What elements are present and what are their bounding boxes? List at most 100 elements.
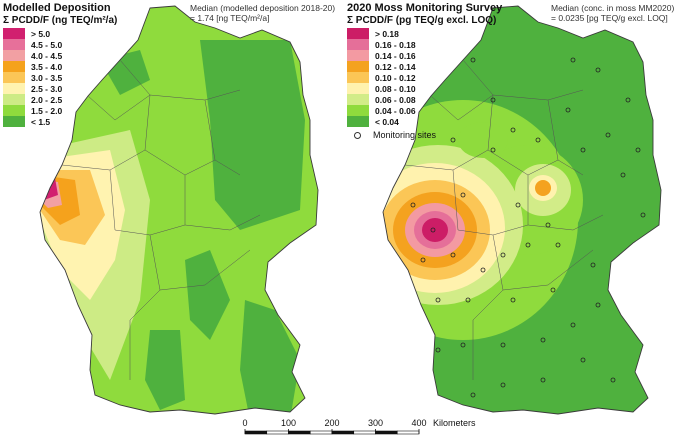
left-median-label: Median (modelled deposition 2018-20) = 1… <box>190 3 335 23</box>
scale-segment <box>288 430 311 435</box>
monitoring-site-marker <box>480 267 486 273</box>
left-legend-swatch <box>3 72 25 83</box>
right-legend-row: 0.08 - 0.10 <box>347 83 416 94</box>
left-legend-row: < 1.5 <box>3 116 62 127</box>
monitoring-site-marker <box>450 137 456 143</box>
monitoring-site-marker <box>635 147 641 153</box>
right-median-line1: Median (conc. in moss MM2020) <box>551 3 675 13</box>
monitoring-site-marker <box>580 147 586 153</box>
right-legend-row: 0.06 - 0.08 <box>347 94 416 105</box>
right-legend-swatch <box>347 39 369 50</box>
monitoring-site-marker <box>450 252 456 258</box>
right-legend-label: 0.16 - 0.18 <box>375 39 416 50</box>
left-legend-swatch <box>3 61 25 72</box>
monitoring-site-marker <box>590 262 596 268</box>
monitoring-site-marker <box>500 382 506 388</box>
right-median-label: Median (conc. in moss MM2020) = 0.0235 [… <box>551 3 674 23</box>
germany-border <box>39 5 319 415</box>
monitoring-site-marker <box>570 57 576 63</box>
monitoring-site-circle-icon <box>354 131 361 139</box>
monitoring-site-marker <box>430 227 436 233</box>
monitoring-site-marker <box>610 377 616 383</box>
right-legend-row: 0.10 - 0.12 <box>347 72 416 83</box>
scale-segment <box>309 430 333 435</box>
monitoring-site-marker <box>605 132 611 138</box>
right-legend-label: 0.12 - 0.14 <box>375 61 416 72</box>
scale-segment <box>375 430 398 435</box>
monitoring-site-marker <box>540 377 546 383</box>
monitoring-site-marker <box>580 357 586 363</box>
left-legend: > 5.0 4.5 - 5.0 4.0 - 4.5 3.5 - 4.0 3.0 - 3.… <box>3 28 62 127</box>
scale-bar: 0 100 200 300 400 Kilometers <box>240 418 685 438</box>
right-legend-swatch <box>347 72 369 83</box>
right-legend: > 0.18 0.16 - 0.18 0.14 - 0.16 0.12 - 0.14 0… <box>347 28 416 127</box>
left-map-subtitle: Σ PCDD/F (ng TEQ/m²/a) <box>3 15 118 26</box>
left-legend-row: 3.5 - 4.0 <box>3 61 62 72</box>
left-median-line1: Median (modelled deposition 2018-20) <box>190 3 336 13</box>
right-legend-swatch <box>347 61 369 72</box>
left-legend-label: < 1.5 <box>31 116 51 127</box>
monitoring-site-marker <box>435 347 441 353</box>
right-legend-swatch <box>347 105 369 116</box>
right-legend-swatch <box>347 83 369 94</box>
scale-tick-label: 200 <box>324 418 340 428</box>
monitoring-site-marker <box>595 67 601 73</box>
state-borders <box>61 59 261 380</box>
left-legend-label: 2.0 - 2.5 <box>31 94 63 105</box>
left-legend-row: 1.5 - 2.0 <box>3 105 62 116</box>
scale-unit-label: Kilometers <box>433 418 476 428</box>
left-legend-label: 4.0 - 4.5 <box>31 50 63 61</box>
right-legend-label: 0.06 - 0.08 <box>375 94 416 105</box>
scale-tick-label: 300 <box>368 418 384 428</box>
scale-segment <box>244 430 268 435</box>
left-legend-row: 4.5 - 5.0 <box>3 39 62 50</box>
monitoring-site-marker <box>570 322 576 328</box>
scale-segment <box>396 430 420 435</box>
left-legend-label: 4.5 - 5.0 <box>31 39 63 50</box>
right-legend-row: > 0.18 <box>347 28 416 39</box>
right-legend-row: 0.12 - 0.14 <box>347 61 416 72</box>
monitoring-sites-label: Monitoring sites <box>373 130 437 140</box>
left-legend-row: 4.0 - 4.5 <box>3 50 62 61</box>
monitoring-site-marker <box>500 342 506 348</box>
right-legend-swatch <box>347 116 369 127</box>
right-legend-swatch <box>347 28 369 39</box>
left-median-line2: = 1.74 [ng TEQ/m²/a] <box>190 13 270 23</box>
scale-tick-label: 0 <box>242 418 248 428</box>
scale-segment <box>353 430 376 435</box>
moss-survey-panel: 2020 Moss Monitoring Survey Σ PCDD/F (pg… <box>343 0 685 438</box>
monitoring-site-marker <box>470 392 476 398</box>
scale-tick-label: 100 <box>281 418 297 428</box>
right-map-subtitle: Σ PCDD/F (pg TEQ/g excl. LOQ) <box>347 15 497 26</box>
left-legend-swatch <box>3 116 25 127</box>
monitoring-site-marker <box>460 342 466 348</box>
scale-tick-label: 400 <box>411 418 427 428</box>
monitoring-site-marker <box>470 57 476 63</box>
monitoring-site-marker <box>515 202 521 208</box>
monitoring-site-marker <box>510 297 516 303</box>
right-legend-label: 0.04 - 0.06 <box>375 105 416 116</box>
monitoring-site-marker <box>595 302 601 308</box>
right-legend-label: 0.08 - 0.10 <box>375 83 416 94</box>
left-legend-swatch <box>3 50 25 61</box>
right-legend-label: < 0.04 <box>375 116 399 127</box>
monitoring-site-marker <box>620 172 626 178</box>
right-legend-label: 0.10 - 0.12 <box>375 72 416 83</box>
right-median-line2: = 0.0235 [pg TEQ/g excl. LOQ] <box>551 13 668 23</box>
left-legend-label: 2.5 - 3.0 <box>31 83 63 94</box>
monitoring-site-marker <box>420 257 426 263</box>
monitoring-site-marker <box>500 252 506 258</box>
monitoring-site-marker <box>640 212 646 218</box>
left-legend-swatch <box>3 94 25 105</box>
monitoring-site-marker <box>525 242 531 248</box>
right-legend-row: 0.14 - 0.16 <box>347 50 416 61</box>
left-legend-swatch <box>3 28 25 39</box>
monitoring-sites <box>410 57 646 398</box>
left-legend-label: 3.0 - 3.5 <box>31 72 63 83</box>
monitoring-site-marker <box>465 297 471 303</box>
left-map-title: Modelled Deposition <box>3 2 111 14</box>
right-legend-label: > 0.18 <box>375 28 399 39</box>
scale-segment <box>266 430 289 435</box>
monitoring-site-marker <box>545 222 551 228</box>
monitoring-site-marker <box>540 337 546 343</box>
